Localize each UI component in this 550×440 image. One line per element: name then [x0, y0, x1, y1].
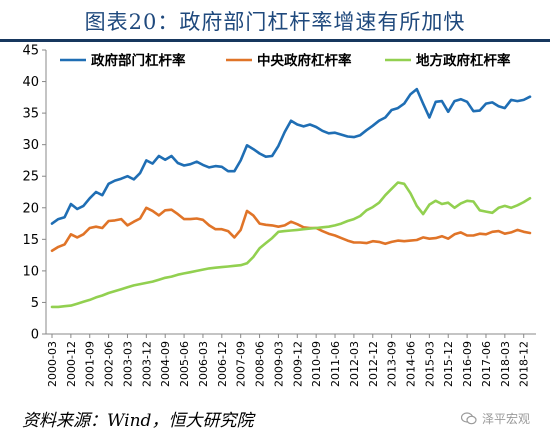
x-tick-label: 2008-06	[254, 341, 267, 387]
legend-label-2: 中央政府杠杆率	[257, 52, 352, 69]
legend-label-3: 地方政府杠杆率	[416, 52, 511, 69]
y-tick-label: 5	[31, 296, 39, 311]
series-line-3	[50, 181, 532, 309]
watermark-text: 泽平宏观	[481, 412, 530, 426]
x-tick-label: 2010-09	[310, 341, 323, 387]
watermark: 泽平宏观	[460, 410, 530, 427]
x-tick-label: 2009-03	[272, 341, 285, 387]
x-tick-label: 2014-06	[405, 341, 418, 387]
x-tick-label: 2011-06	[329, 341, 342, 387]
legend-label-1: 政府部门杠杆率	[91, 52, 186, 69]
x-tick-label: 2013-09	[386, 341, 399, 387]
x-tick-label: 2012-12	[367, 341, 380, 387]
x-tick-label: 2015-12	[442, 341, 455, 387]
y-axis: 0 5 10 15 20 25 30 35 40 45	[22, 44, 47, 343]
x-tick-label: 2018-03	[499, 341, 512, 387]
y-tick-label: 45	[22, 44, 39, 59]
chart-title: 图表20：政府部门杠杆率增速有所加快	[84, 10, 466, 34]
y-tick-label: 0	[31, 328, 39, 343]
y-tick-label: 40	[22, 75, 39, 90]
x-tick-label: 2018-12	[518, 341, 531, 387]
y-tick-label: 10	[22, 264, 39, 279]
x-tick-label: 2002-06	[103, 341, 116, 387]
leverage-line-chart: 0 5 10 15 20 25 30 35 40 45 2000-03 2000-12 2001-09…	[22, 44, 536, 387]
x-tick-label: 2005-06	[178, 341, 191, 387]
y-tick-label: 20	[22, 201, 39, 216]
y-tick-label: 30	[22, 138, 39, 153]
series-lines	[50, 87, 532, 309]
series-line-1	[50, 87, 532, 225]
x-tick-label: 2017-06	[480, 341, 493, 387]
y-tick-label: 25	[22, 170, 39, 185]
x-tick-label: 2012-03	[348, 341, 361, 387]
x-tick-label: 2004-09	[159, 341, 172, 387]
y-tick-label: 35	[22, 107, 39, 122]
x-tick-label: 2003-12	[140, 341, 153, 387]
x-tick-label: 2009-12	[291, 341, 304, 387]
source-note: 资料来源：Wind，恒大研究院	[22, 411, 254, 431]
x-tick-label: 2000-12	[65, 341, 78, 387]
x-tick-label: 2003-03	[121, 341, 134, 387]
title-underline	[0, 39, 550, 42]
wechat-icon	[460, 412, 477, 425]
x-tick-label: 2007-09	[235, 341, 248, 387]
x-tick-label: 2006-12	[216, 341, 229, 387]
x-tick-label: 2015-03	[423, 341, 436, 387]
x-tick-label: 2016-09	[461, 341, 474, 387]
x-tick-label: 2001-09	[84, 341, 97, 387]
y-tick-label: 15	[22, 233, 39, 248]
x-tick-label: 2006-03	[197, 341, 210, 387]
legend: 政府部门杠杆率 中央政府杠杆率 地方政府杠杆率	[60, 52, 511, 69]
series-line-2	[50, 206, 532, 252]
x-axis: 2000-03 2000-12 2001-09 2002-06 2003-03 2003-…	[46, 333, 536, 387]
x-tick-label: 2000-03	[46, 341, 59, 387]
